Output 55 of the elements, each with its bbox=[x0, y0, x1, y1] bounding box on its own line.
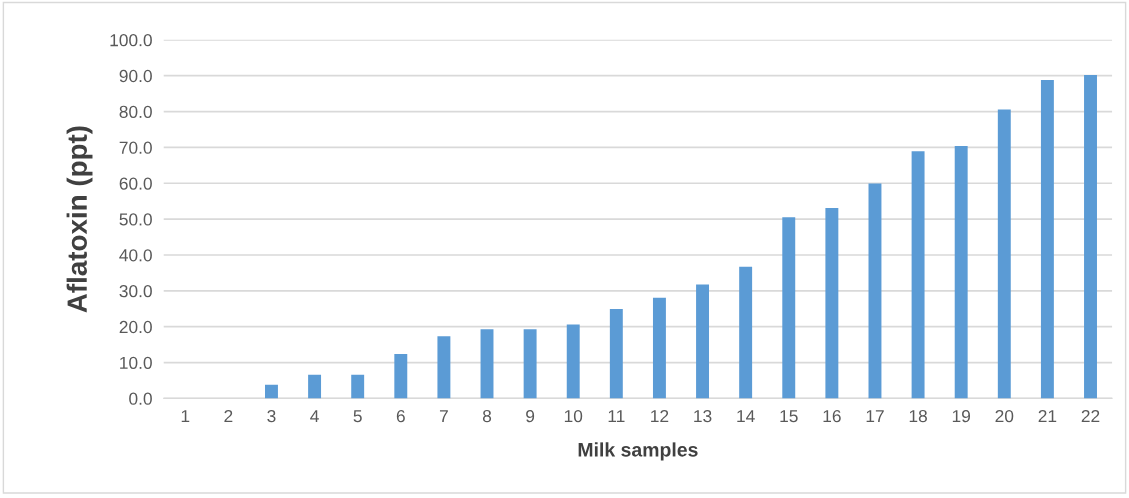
bar bbox=[911, 151, 925, 399]
x-tick-label: 20 bbox=[995, 409, 1014, 423]
x-tick-label: 10 bbox=[564, 409, 583, 423]
bar bbox=[652, 297, 666, 399]
bar bbox=[523, 329, 537, 399]
x-tick-label: 22 bbox=[1081, 409, 1100, 423]
x-tick-label: 21 bbox=[1038, 409, 1057, 423]
x-tick-label: 14 bbox=[737, 410, 755, 423]
y-tick-label: 40.0 bbox=[119, 249, 152, 262]
bar bbox=[437, 336, 451, 399]
y-tick-label: 10.0 bbox=[120, 356, 152, 370]
bar bbox=[825, 208, 839, 399]
x-tick-label: 19 bbox=[952, 409, 971, 423]
bar bbox=[480, 329, 494, 399]
y-tick-label: 80.0 bbox=[119, 105, 152, 119]
y-tick-label: 90.0 bbox=[119, 69, 152, 83]
bar bbox=[1084, 74, 1097, 399]
y-tick-label: 50.0 bbox=[119, 213, 152, 226]
x-tick-label: 9 bbox=[526, 409, 535, 423]
bar bbox=[609, 309, 623, 399]
x-tick-label: 12 bbox=[651, 409, 669, 423]
x-axis-title: Milk samples bbox=[578, 442, 698, 461]
x-tick-label: 15 bbox=[780, 410, 798, 423]
x-tick-label: 13 bbox=[694, 409, 712, 423]
y-tick-label: 100.0 bbox=[110, 34, 152, 47]
y-tick-label: 0.0 bbox=[129, 392, 152, 405]
x-tick-label: 6 bbox=[396, 409, 405, 423]
bar bbox=[739, 266, 753, 399]
bar bbox=[954, 145, 968, 399]
bar bbox=[265, 384, 278, 399]
bar bbox=[351, 374, 365, 399]
bar bbox=[782, 217, 796, 399]
bar bbox=[696, 284, 710, 399]
x-tick-label: 4 bbox=[310, 410, 319, 423]
bar bbox=[997, 109, 1011, 399]
x-tick-label: 8 bbox=[482, 409, 492, 423]
x-tick-label: 16 bbox=[823, 409, 841, 423]
y-axis-title: Aflatoxin (ppt) bbox=[66, 126, 93, 313]
bar bbox=[308, 374, 322, 399]
x-tick-label: 1 bbox=[181, 410, 190, 423]
x-tick-label: 17 bbox=[866, 410, 884, 423]
bar bbox=[868, 183, 882, 399]
x-tick-label: 2 bbox=[224, 409, 233, 423]
x-tick-label: 18 bbox=[909, 409, 927, 423]
x-tick-label: 11 bbox=[608, 410, 625, 423]
bar bbox=[1040, 80, 1054, 399]
bar bbox=[566, 324, 580, 399]
y-tick-label: 30.0 bbox=[119, 285, 152, 298]
x-tick-label: 3 bbox=[267, 409, 276, 423]
y-tick-label: 70.0 bbox=[119, 141, 152, 154]
bar bbox=[394, 353, 408, 399]
x-tick-label: 7 bbox=[439, 410, 448, 423]
x-tick-label: 5 bbox=[353, 410, 362, 423]
y-tick-label: 20.0 bbox=[119, 320, 152, 334]
y-tick-label: 60.0 bbox=[119, 177, 152, 190]
